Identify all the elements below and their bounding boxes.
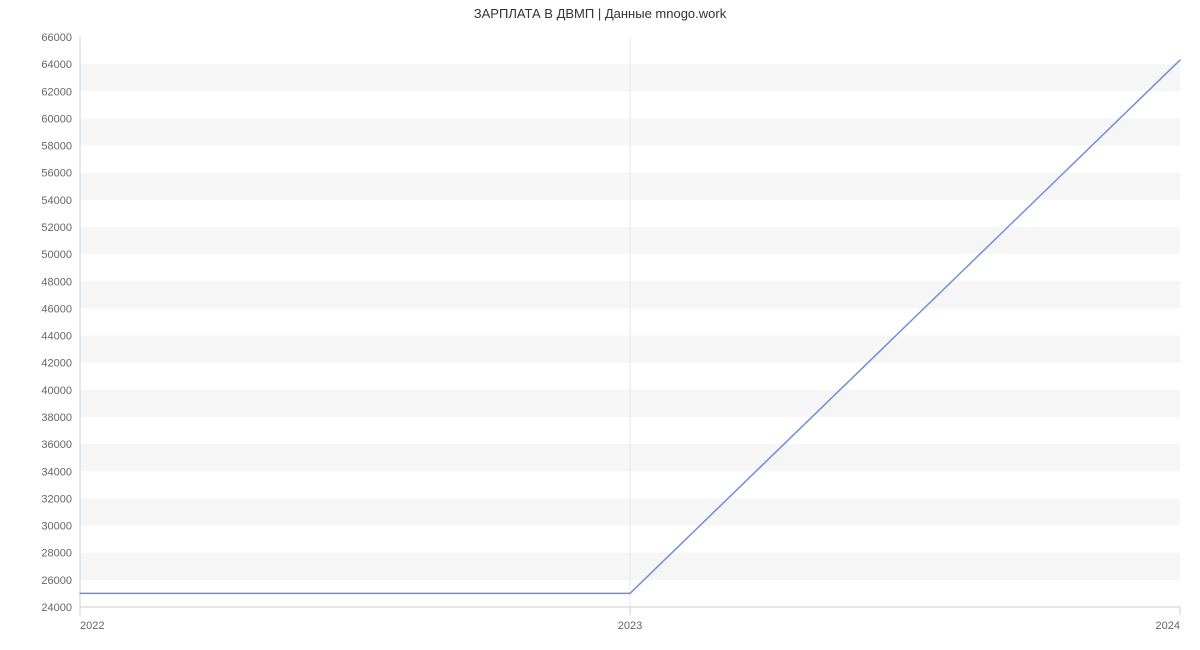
y-tick-label: 58000 [41, 141, 72, 153]
y-tick-label: 34000 [41, 466, 72, 478]
y-tick-label: 54000 [41, 195, 72, 207]
y-tick-label: 60000 [41, 113, 72, 125]
chart-svg: 24000 26000 28000 30000 32000 34000 36000 38000… [0, 27, 1200, 649]
y-tick-label: 30000 [41, 521, 72, 533]
y-tick-label: 52000 [41, 222, 72, 234]
y-tick-label: 32000 [41, 493, 72, 505]
y-tick-label: 42000 [41, 358, 72, 370]
y-tick-label: 66000 [41, 32, 72, 44]
y-tick-label: 50000 [41, 249, 72, 261]
y-tick-label: 56000 [41, 168, 72, 180]
y-tick-label: 48000 [41, 276, 72, 288]
x-tick-label: 2022 [80, 620, 104, 632]
y-tick-label: 62000 [41, 86, 72, 98]
x-tick-label: 2024 [1156, 620, 1180, 632]
y-tick-label: 36000 [41, 439, 72, 451]
y-tick-label: 28000 [41, 548, 72, 560]
chart-container: ЗАРПЛАТА В ДВМП | Данные mnogo.work 2400… [0, 0, 1200, 650]
y-tick-label: 40000 [41, 385, 72, 397]
x-tick-label: 2023 [618, 620, 642, 632]
y-tick-label: 26000 [41, 575, 72, 587]
y-tick-label: 38000 [41, 412, 72, 424]
y-tick-label: 64000 [41, 59, 72, 71]
y-tick-label: 24000 [41, 602, 72, 614]
y-tick-label: 44000 [41, 331, 72, 343]
chart-title: ЗАРПЛАТА В ДВМП | Данные mnogo.work [0, 0, 1200, 27]
y-tick-label: 46000 [41, 303, 72, 315]
